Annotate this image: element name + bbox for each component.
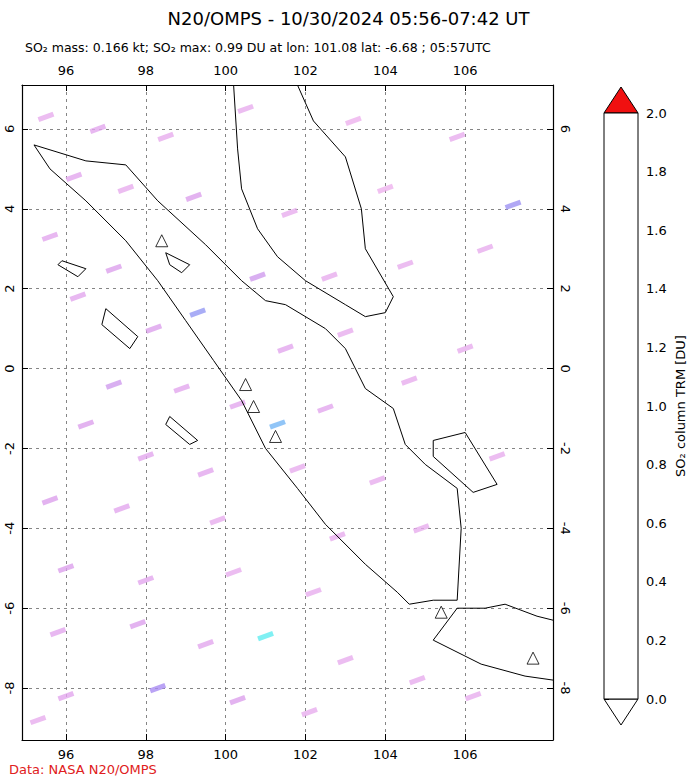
svg-text:N20/OMPS - 10/30/2024 05:56-07: N20/OMPS - 10/30/2024 05:56-07:42 UT [168, 8, 531, 29]
svg-text:1.2: 1.2 [646, 340, 667, 355]
svg-text:100: 100 [213, 747, 238, 762]
svg-text:102: 102 [293, 747, 318, 762]
svg-text:106: 106 [453, 63, 478, 78]
svg-text:0.2: 0.2 [646, 633, 667, 648]
svg-text:1.8: 1.8 [646, 164, 667, 179]
svg-text:4: 4 [558, 205, 573, 213]
svg-text:98: 98 [137, 747, 154, 762]
svg-text:100: 100 [213, 63, 238, 78]
svg-text:-6: -6 [558, 602, 573, 615]
svg-text:-2: -2 [558, 442, 573, 455]
svg-text:-4: -4 [2, 522, 17, 535]
svg-text:-2: -2 [2, 442, 17, 455]
svg-text:6: 6 [558, 125, 573, 133]
svg-text:-8: -8 [558, 682, 573, 695]
svg-text:96: 96 [58, 747, 75, 762]
svg-text:2.0: 2.0 [646, 106, 667, 121]
svg-text:4: 4 [2, 205, 17, 213]
svg-text:1.4: 1.4 [646, 281, 667, 296]
svg-text:0.6: 0.6 [646, 516, 667, 531]
svg-text:0: 0 [2, 364, 17, 372]
svg-text:Data: NASA N20/OMPS: Data: NASA N20/OMPS [9, 762, 157, 777]
svg-text:104: 104 [373, 63, 398, 78]
svg-text:0.4: 0.4 [646, 574, 667, 589]
svg-text:2: 2 [2, 285, 17, 293]
svg-text:1.0: 1.0 [646, 399, 667, 414]
svg-text:2: 2 [558, 285, 573, 293]
svg-text:-4: -4 [558, 522, 573, 535]
svg-text:0.0: 0.0 [646, 692, 667, 707]
svg-text:0.8: 0.8 [646, 457, 667, 472]
svg-text:6: 6 [2, 125, 17, 133]
svg-text:106: 106 [453, 747, 478, 762]
svg-text:96: 96 [58, 63, 75, 78]
svg-text:-6: -6 [2, 602, 17, 615]
svg-text:1.6: 1.6 [646, 223, 667, 238]
svg-text:SO₂ mass: 0.166 kt; SO₂ max: 0: SO₂ mass: 0.166 kt; SO₂ max: 0.99 DU at … [25, 40, 491, 55]
svg-text:0: 0 [558, 364, 573, 372]
svg-text:SO₂ column TRM [DU]: SO₂ column TRM [DU] [673, 335, 688, 477]
svg-text:102: 102 [293, 63, 318, 78]
svg-text:-8: -8 [2, 682, 17, 695]
svg-text:104: 104 [373, 747, 398, 762]
svg-text:98: 98 [137, 63, 154, 78]
